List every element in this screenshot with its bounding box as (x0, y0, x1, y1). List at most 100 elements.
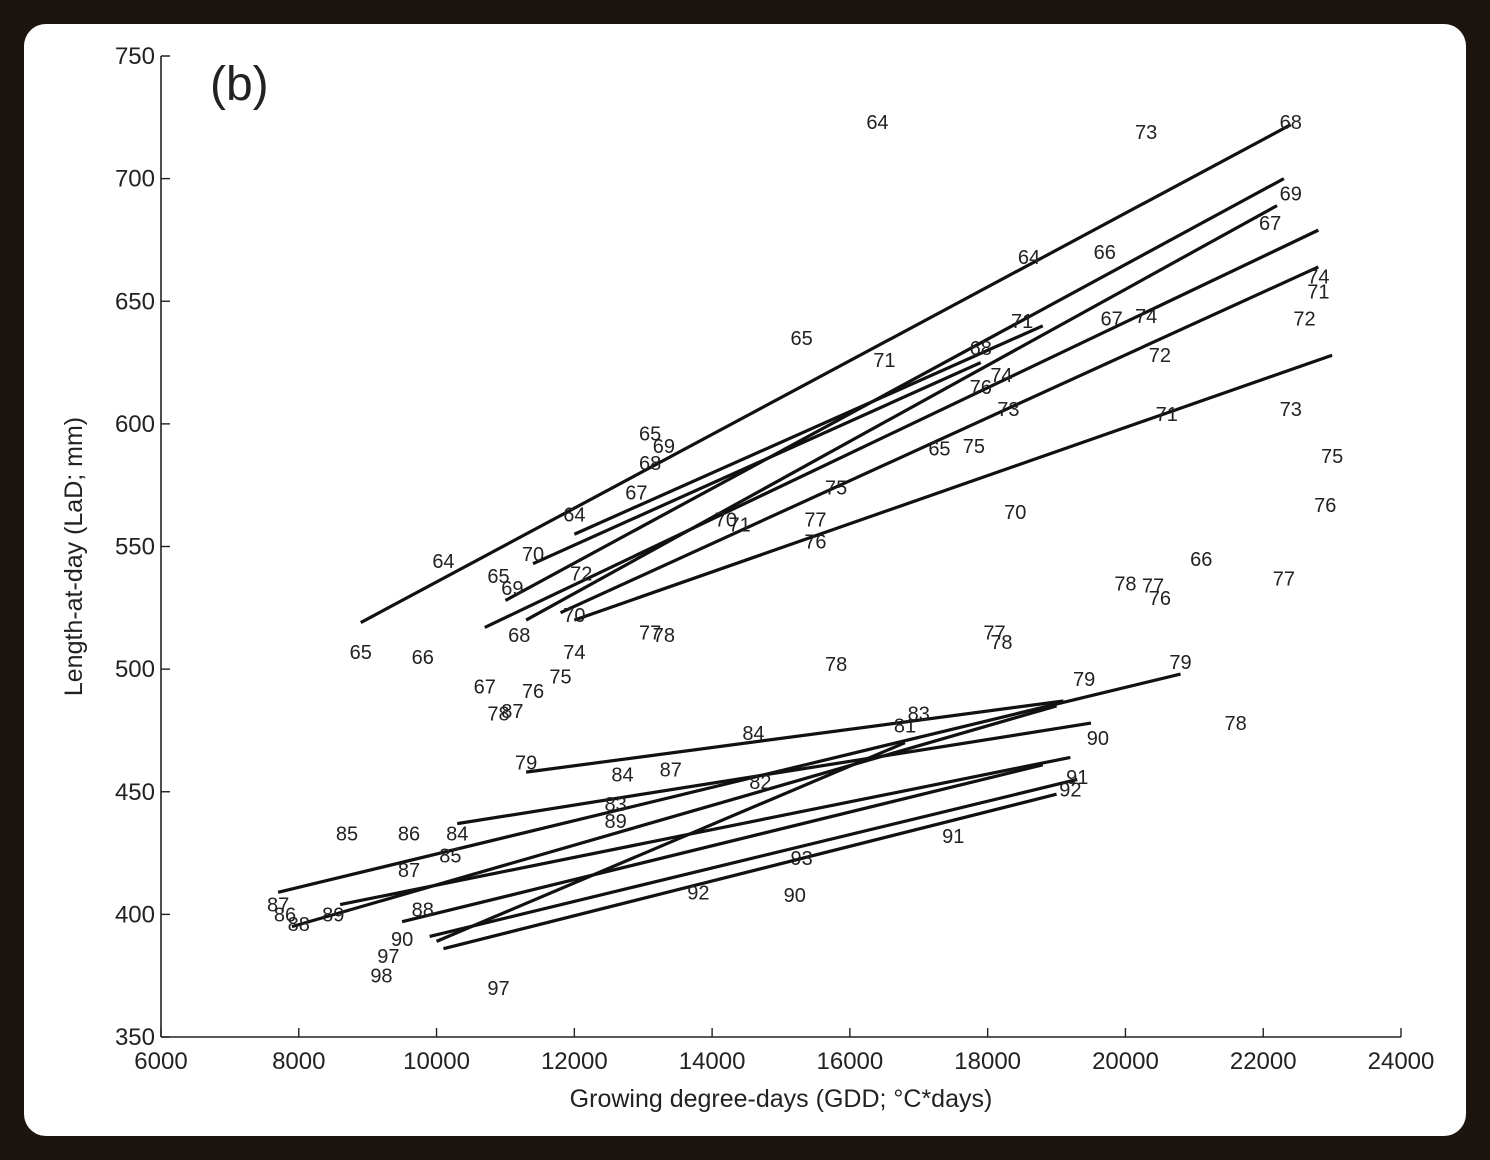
panel-label: (b) (210, 58, 269, 111)
point-label: 64 (866, 112, 888, 134)
regression-line (277, 672, 1181, 894)
x-tick-label: 10000 (403, 1048, 470, 1075)
point-label: 74 (1307, 267, 1329, 289)
point-label: 72 (1293, 308, 1315, 330)
point-label: 91 (1066, 767, 1088, 789)
y-ticks: 350 400 450 500 550 600 650 700 750 (115, 43, 170, 1051)
point-label: 85 (336, 823, 358, 845)
point-label: 68 (970, 338, 992, 360)
regression-line (525, 204, 1278, 622)
point-label: 70 (715, 510, 737, 532)
point-label: 77 (983, 622, 1005, 644)
regression-line (504, 177, 1285, 602)
regression-line (291, 704, 1057, 929)
point-label: 64 (432, 551, 454, 573)
point-label: 86 (274, 904, 296, 926)
point-label: 65 (791, 328, 813, 350)
point-label: 71 (873, 350, 895, 372)
point-label: 93 (791, 848, 813, 870)
point-label: 73 (1280, 399, 1302, 421)
point-label: 75 (825, 478, 847, 500)
point-label: 67 (474, 676, 496, 698)
point-label: 87 (398, 860, 420, 882)
point-label: 66 (1190, 549, 1212, 571)
y-tick-label: 600 (115, 411, 155, 438)
regression-line (573, 324, 1044, 536)
figure-card: 6000 8000 10000 12000 14000 16000 18000 20000 22… (24, 24, 1466, 1136)
x-ticks: 6000 8000 10000 12000 14000 16000 18000 20000 22… (134, 1028, 1434, 1075)
point-label: 79 (515, 752, 537, 774)
point-label: 68 (1280, 112, 1302, 134)
y-tick-label: 500 (115, 656, 155, 683)
point-label: 87 (267, 895, 289, 917)
regression-line (532, 361, 982, 566)
x-tick-label: 24000 (1368, 1048, 1435, 1075)
point-label: 66 (1094, 242, 1116, 264)
x-tick-label: 20000 (1092, 1048, 1159, 1075)
point-label: 78 (487, 703, 509, 725)
regression-line (429, 777, 1078, 939)
y-tick-label: 700 (115, 166, 155, 193)
regression-line (525, 699, 1064, 774)
point-label: 75 (549, 666, 571, 688)
x-tick-label: 22000 (1230, 1048, 1297, 1075)
point-label: 77 (804, 510, 826, 532)
x-tick-label: 16000 (817, 1048, 884, 1075)
point-label: 74 (1135, 306, 1157, 328)
point-label: 64 (1018, 247, 1040, 269)
point-label: 79 (1073, 669, 1095, 691)
point-label: 90 (1087, 728, 1109, 750)
y-tick-label: 650 (115, 288, 155, 315)
regression-line (456, 721, 1092, 826)
point-label: 78 (1225, 713, 1247, 735)
point-label: 92 (687, 882, 709, 904)
x-tick-label: 8000 (272, 1048, 325, 1075)
point-label: 86 (398, 823, 420, 845)
point-label: 78 (653, 625, 675, 647)
point-label: 78 (1114, 573, 1136, 595)
point-label: 73 (1135, 122, 1157, 144)
x-tick-label: 12000 (541, 1048, 608, 1075)
point-label: 69 (653, 436, 675, 458)
point-label: 84 (611, 765, 633, 787)
point-label: 84 (742, 723, 764, 745)
point-label: 66 (412, 647, 434, 669)
y-tick-label: 550 (115, 534, 155, 561)
point-label: 97 (487, 978, 509, 1000)
point-label: 75 (963, 436, 985, 458)
point-label: 65 (350, 642, 372, 664)
point-label: 73 (997, 399, 1019, 421)
y-tick-label: 750 (115, 43, 155, 70)
point-label: 90 (784, 885, 806, 907)
point-label: 91 (942, 826, 964, 848)
regression-line (360, 123, 1292, 624)
point-label: 74 (990, 365, 1012, 387)
point-label: 71 (1011, 311, 1033, 333)
point-label: 71 (729, 514, 751, 536)
point-label: 67 (1259, 213, 1281, 235)
point-label: 65 (928, 438, 950, 460)
axes: 6000 8000 10000 12000 14000 16000 18000 20000 22… (115, 43, 1434, 1075)
point-label: 77 (1273, 568, 1295, 590)
point-label: 67 (1101, 308, 1123, 330)
point-label: 76 (1314, 495, 1336, 517)
point-label: 74 (563, 642, 585, 664)
point-label: 70 (1004, 502, 1026, 524)
point-label: 72 (1149, 345, 1171, 367)
point-label: 69 (501, 578, 523, 600)
y-axis-title: Length-at-day (LaD; mm) (60, 417, 88, 696)
point-labels: 64 73 68 69 67 64 66 74 71 72 65 67 74 71 72 71 68 74 76 73… (267, 112, 1343, 1000)
point-label: 87 (660, 760, 682, 782)
point-label: 81 (894, 716, 916, 738)
point-label: 77 (1142, 576, 1164, 598)
regression-line (435, 741, 906, 943)
x-tick-label: 14000 (679, 1048, 746, 1075)
point-label: 78 (990, 632, 1012, 654)
y-tick-label: 450 (115, 779, 155, 806)
x-tick-label: 6000 (134, 1048, 187, 1075)
point-label: 70 (563, 605, 585, 627)
regression-line (573, 353, 1333, 622)
point-label: 76 (522, 681, 544, 703)
point-label: 76 (804, 532, 826, 554)
regression-lines (277, 123, 1333, 951)
